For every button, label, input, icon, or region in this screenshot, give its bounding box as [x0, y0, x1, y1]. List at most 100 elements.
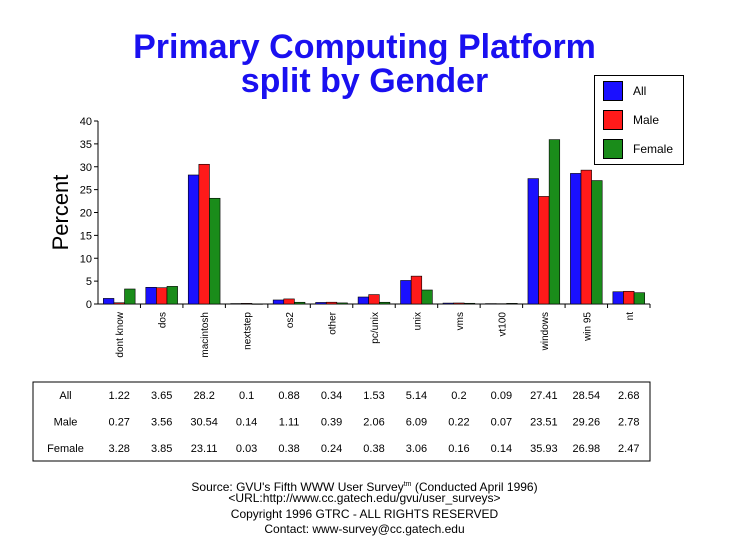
legend-swatch-female [603, 139, 623, 159]
x-tick-label: macintosh [200, 312, 211, 358]
table-cell: 1.53 [363, 390, 384, 402]
bar-female [166, 286, 178, 305]
bar-male [283, 298, 295, 305]
source-line1: Source: GVU's Fifth WWW User Surveytm (C… [0, 477, 729, 495]
data-table [32, 381, 651, 462]
bar-female [336, 302, 348, 305]
table-cell: 23.11 [191, 443, 218, 455]
x-tick-label: windows [540, 312, 551, 351]
source-url[interactable]: <URL:http://www.cc.gatech.edu/gvu/user_s… [228, 491, 501, 505]
legend-label-male: Male [633, 113, 660, 127]
bar-male [580, 169, 592, 305]
source-date: (Conducted April 1996) [411, 480, 538, 494]
table-cell: 0.2 [451, 390, 466, 402]
table-row-label: Female [47, 443, 84, 455]
table-cell: 0.27 [109, 417, 130, 429]
y-tick-label: 20 [80, 208, 92, 220]
table-cell: 0.24 [321, 443, 342, 455]
bar-female [209, 197, 221, 305]
bar-female [421, 289, 433, 305]
y-tick-label: 0 [86, 299, 92, 311]
table-cell: 3.28 [109, 443, 130, 455]
x-tick-label: vms [455, 312, 466, 330]
x-tick-label: unix [412, 312, 423, 330]
table-cell: 0.22 [448, 417, 469, 429]
table-cell: 0.03 [236, 443, 257, 455]
bar-all [103, 298, 115, 305]
x-tick-label: nt [625, 312, 636, 321]
y-tick-label: 10 [80, 253, 92, 265]
bar-male [538, 196, 550, 305]
y-tick-label: 30 [80, 162, 92, 174]
x-tick-label: os2 [285, 312, 296, 329]
copyright-notice: Copyright 1996 GTRC - ALL RIGHTS RESERVE… [230, 507, 499, 521]
bar-male [368, 294, 380, 305]
y-tick-label: 40 [80, 116, 92, 128]
bar-male [156, 287, 168, 305]
table-cell: 2.78 [618, 417, 639, 429]
table-cell: 3.65 [151, 390, 172, 402]
contact-email[interactable]: Contact: www-survey@cc.gatech.edu [264, 522, 465, 536]
bar-female [294, 301, 306, 305]
x-tick-label: nextstep [243, 312, 254, 350]
table-cell: 0.09 [491, 390, 512, 402]
bar-all [357, 296, 370, 305]
x-tick-label: dont know [115, 311, 126, 357]
bar-male [453, 302, 465, 305]
y-tick-label: 5 [86, 276, 92, 288]
table-cell: 2.68 [618, 390, 639, 402]
source-text: Source: GVU's Fifth WWW User Survey [191, 480, 404, 494]
legend-label-all: All [633, 84, 647, 98]
bar-all [230, 303, 242, 305]
bar-female [548, 139, 561, 305]
bar-male [410, 275, 423, 305]
table-cell: 0.14 [491, 443, 512, 455]
bar-all [272, 299, 285, 305]
chart-title-line1: Primary Computing Platform [133, 28, 596, 66]
legend-swatch-all [603, 81, 623, 101]
table-cell: 2.47 [618, 443, 639, 455]
table-cell: 0.38 [278, 443, 299, 455]
table-cell: 26.98 [573, 443, 601, 455]
trademark-mark: tm [403, 481, 412, 488]
bar-male [198, 163, 210, 305]
bar-all [187, 174, 200, 305]
bar-female [506, 303, 518, 305]
chart-title-line2: split by Gender [240, 62, 489, 100]
x-tick-label: other [328, 311, 339, 334]
x-tick-label: win 95 [582, 312, 593, 342]
table-cell: 27.41 [530, 390, 558, 402]
table-row-label: All [59, 390, 71, 402]
table-cell: 1.11 [279, 417, 300, 429]
bar-all [315, 302, 327, 305]
legend-swatch-male [603, 110, 623, 130]
y-axis-label: Percent [48, 175, 73, 251]
table-cell: 0.07 [491, 417, 512, 429]
table-cell: 29.26 [573, 417, 601, 429]
table-cell: 28.2 [193, 390, 214, 402]
y-tick-label: 15 [80, 230, 92, 242]
table-cell: 5.14 [406, 390, 427, 402]
table-cell: 1.22 [109, 390, 130, 402]
table-cell: 0.38 [363, 443, 384, 455]
table-cell: 35.93 [530, 443, 558, 455]
bar-female [591, 180, 603, 305]
table-cell: 0.1 [239, 390, 254, 402]
bar-female [124, 288, 136, 305]
table-cell: 23.51 [530, 417, 558, 429]
y-tick-label: 25 [80, 185, 92, 197]
x-tick-label: pc/unix [370, 312, 381, 344]
table-cell: 30.54 [190, 417, 218, 429]
bar-all [442, 302, 454, 305]
bar-all [145, 287, 157, 305]
bar-female [633, 292, 645, 305]
table-cell: 0.39 [321, 417, 342, 429]
bar-male [113, 302, 125, 305]
table-cell: 0.34 [321, 390, 342, 402]
y-tick-label: 35 [80, 139, 92, 151]
table-cell: 3.06 [406, 443, 427, 455]
bar-all [527, 178, 539, 305]
bar-male [495, 303, 507, 305]
bar-male [623, 290, 635, 305]
bar-male [325, 301, 338, 305]
